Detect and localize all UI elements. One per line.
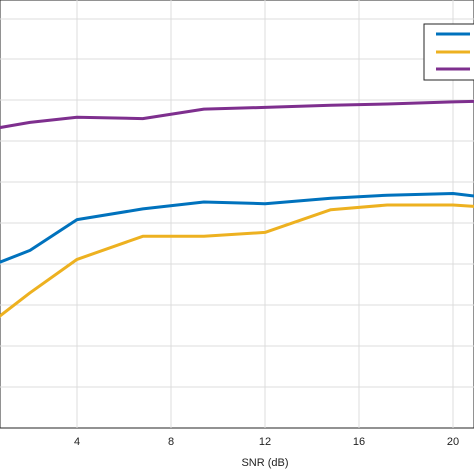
series-line-2 xyxy=(0,203,474,318)
legend-items xyxy=(436,32,470,71)
legend xyxy=(423,23,474,81)
plot-area xyxy=(0,0,474,429)
grid xyxy=(0,0,474,428)
x-tick-label: 8 xyxy=(168,436,174,448)
x-tick-label: 20 xyxy=(447,436,459,448)
series-lines xyxy=(0,99,474,318)
series-line-3 xyxy=(0,99,474,130)
x-tick-labels: 4 8 12 16 20 xyxy=(74,436,459,448)
x-tick-label: 4 xyxy=(74,436,80,448)
x-axis-label: SNR (dB) xyxy=(241,457,288,469)
x-tick-label: 16 xyxy=(353,436,365,448)
series-line-1 xyxy=(0,192,474,264)
x-tick-label: 12 xyxy=(259,436,271,448)
